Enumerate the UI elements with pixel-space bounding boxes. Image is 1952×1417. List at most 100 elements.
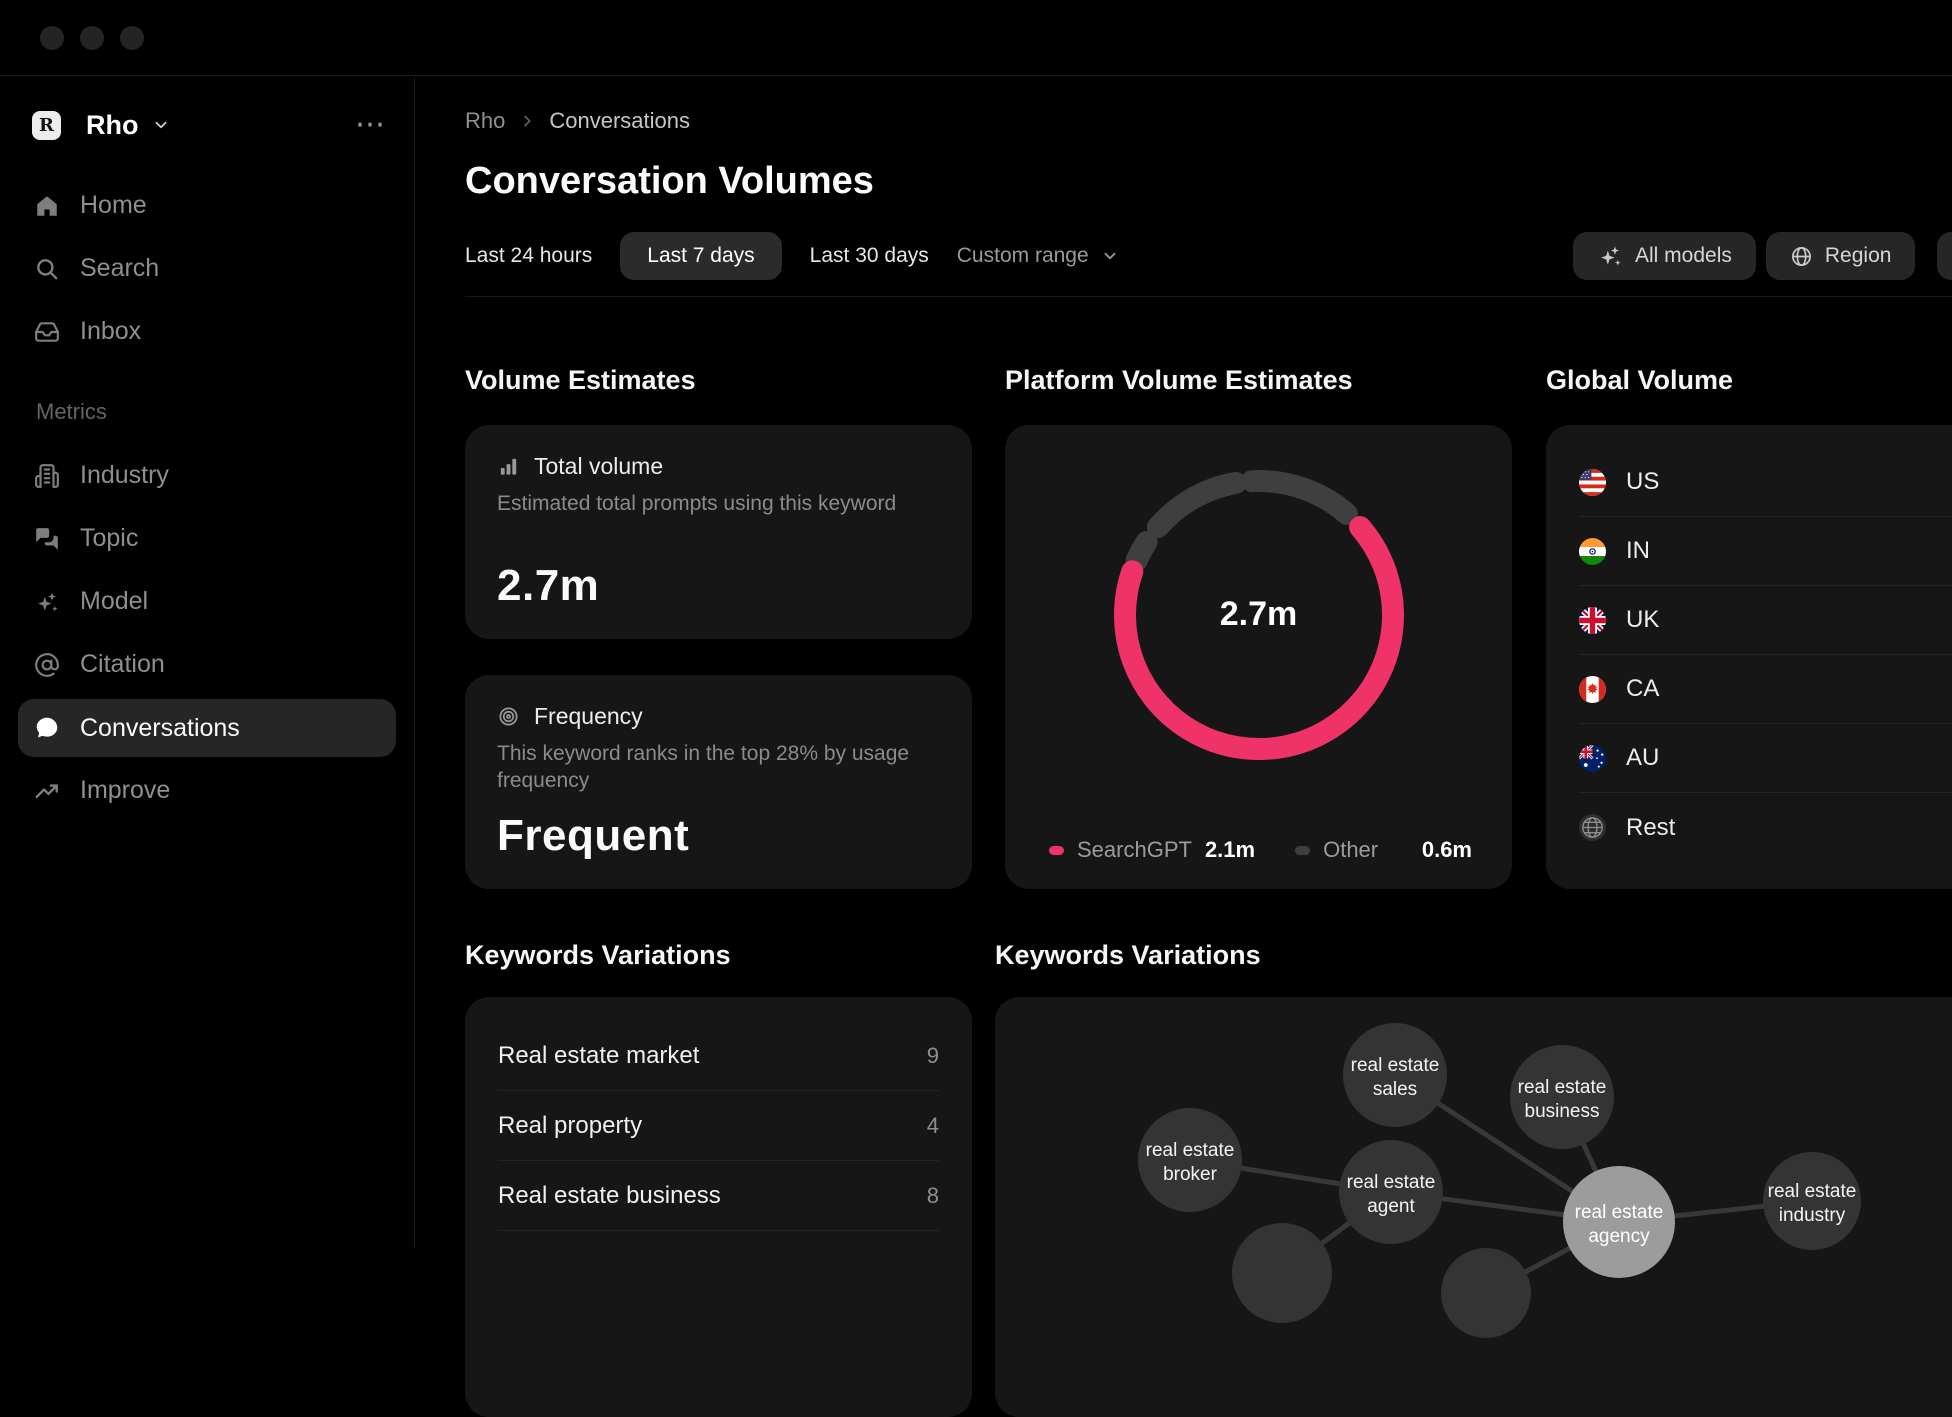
- country-code: CA: [1626, 675, 1660, 702]
- keyword-bubble-industry[interactable]: real estate industry: [1763, 1152, 1861, 1250]
- stat-label: Total volume: [534, 453, 664, 479]
- legend-swatch: [1049, 845, 1064, 855]
- keyword-bubble-business[interactable]: real estate business: [1510, 1045, 1614, 1149]
- sparkles-icon: [34, 589, 60, 615]
- home-icon: [34, 193, 60, 219]
- sidebar-more-icon[interactable]: ⋯: [355, 108, 386, 141]
- volume-estimates-heading: Volume Estimates: [465, 365, 696, 395]
- tab-last-7-days[interactable]: Last 7 days: [620, 232, 782, 280]
- time-range-tabs: Last 24 hours Last 7 days Last 30 days Cust…: [465, 232, 1119, 280]
- tab-last-24-hours[interactable]: Last 24 hours: [465, 244, 592, 268]
- tab-label: Last 30 days: [809, 244, 929, 267]
- country-code: Rest: [1626, 813, 1676, 841]
- stat-description: This keyword ranks in the top 28% by usa…: [497, 742, 910, 792]
- country-code: IN: [1626, 537, 1650, 564]
- sidebar-item-label: Topic: [80, 524, 139, 552]
- global-volume-heading: Global Volume: [1546, 365, 1734, 395]
- workspace-header[interactable]: R Rho ⋯: [32, 107, 386, 143]
- sidebar-item-label: Home: [80, 191, 147, 219]
- sidebar-item-improve[interactable]: Improve: [0, 759, 414, 822]
- keyword-count: 4: [926, 1112, 939, 1138]
- window-close-button[interactable]: [40, 25, 64, 50]
- tab-label: Custom range: [956, 244, 1089, 267]
- keyword-bubble-broker[interactable]: real estate broker: [1138, 1108, 1242, 1212]
- frequency-card: Frequency This keyword ranks in the top …: [465, 675, 972, 889]
- country-row-uk[interactable]: UK: [1579, 586, 1952, 655]
- region-button[interactable]: Region: [1765, 232, 1916, 280]
- bubble-label: real estate agency: [1575, 1202, 1664, 1247]
- country-row-ca[interactable]: CA: [1579, 655, 1952, 724]
- building-icon: [34, 463, 60, 489]
- donut-legend: SearchGPT 2.1m Other 0.6m: [1049, 837, 1472, 863]
- keyword-bubble-partial-2[interactable]: [1441, 1248, 1531, 1338]
- workspace-logo: R: [32, 110, 61, 140]
- window-zoom-button[interactable]: [120, 25, 144, 50]
- country-code: US: [1626, 468, 1660, 495]
- keywords-list-card: Real estate market 9 Real property 4 Real es…: [465, 997, 972, 1417]
- header-actions: All models Region: [1573, 232, 1916, 280]
- uk-flag-icon: [1579, 606, 1606, 634]
- donut-chart: [1114, 470, 1404, 761]
- workspace-name: Rho: [86, 109, 139, 140]
- sidebar-nav: Home Search Inbox Metrics Industry Topic Model…: [0, 174, 414, 822]
- tab-custom-range[interactable]: Custom range: [957, 244, 1119, 268]
- ca-flag-icon: [1579, 675, 1606, 703]
- keyword-row-real-estate-business[interactable]: Real estate business 8: [498, 1161, 939, 1231]
- breadcrumb-current[interactable]: Conversations: [549, 108, 690, 133]
- sidebar-item-label: Model: [80, 587, 149, 615]
- chevron-right-icon: [519, 113, 535, 129]
- chevron-down-icon: [1101, 247, 1119, 265]
- search-icon: [34, 256, 60, 282]
- sidebar-item-inbox[interactable]: Inbox: [0, 300, 414, 363]
- country-row-in[interactable]: IN: [1579, 517, 1952, 586]
- breadcrumb-root[interactable]: Rho: [465, 108, 506, 133]
- keyword-bubble-agency[interactable]: real estate agency: [1563, 1166, 1675, 1278]
- country-row-us[interactable]: US: [1579, 448, 1952, 517]
- keyword-label: Real estate business: [498, 1181, 721, 1209]
- at-sign-icon: [34, 652, 60, 678]
- country-row-rest[interactable]: Rest: [1579, 793, 1952, 862]
- keyword-count: 9: [926, 1042, 939, 1068]
- sidebar-item-conversations[interactable]: Conversations: [18, 699, 396, 757]
- trending-up-icon: [34, 778, 60, 804]
- sidebar-item-search[interactable]: Search: [0, 237, 414, 300]
- sidebar-item-label: Inbox: [80, 317, 142, 345]
- keyword-row-real-estate-market[interactable]: Real estate market 9: [498, 1021, 939, 1091]
- country-code: AU: [1626, 744, 1660, 771]
- keyword-bubble-agent[interactable]: real estate agent: [1339, 1140, 1443, 1244]
- sidebar-item-label: Search: [80, 254, 160, 282]
- keyword-bubble-partial-1[interactable]: [1232, 1223, 1332, 1323]
- sidebar-item-topic[interactable]: Topic: [0, 507, 414, 570]
- all-models-button[interactable]: All models: [1573, 232, 1756, 280]
- bar-chart-icon: [497, 455, 520, 478]
- chevron-down-icon: [152, 116, 170, 134]
- country-code: UK: [1626, 606, 1660, 633]
- sidebar-item-label: Citation: [80, 650, 165, 678]
- sparkles-icon: [1597, 243, 1623, 269]
- sidebar-item-home[interactable]: Home: [0, 174, 414, 237]
- legend-item-searchgpt: SearchGPT 2.1m: [1049, 837, 1255, 863]
- window-minimize-button[interactable]: [80, 25, 104, 50]
- bubble-label: real estate sales: [1351, 1055, 1440, 1100]
- keywords-graph-card: real estate sales real estate business real …: [995, 997, 1952, 1417]
- window-titlebar: [0, 0, 1952, 76]
- in-flag-icon: [1579, 537, 1606, 565]
- sidebar-item-model[interactable]: Model: [0, 570, 414, 633]
- sidebar-item-label: Conversations: [80, 713, 240, 742]
- bubble-network-chart: real estate sales real estate business real …: [1138, 1023, 1861, 1338]
- country-row-au[interactable]: AU: [1579, 724, 1952, 793]
- sidebar-item-industry[interactable]: Industry: [0, 444, 414, 507]
- global-volume-card: US IN UK CA AU Rest: [1546, 425, 1952, 889]
- frequency-value: Frequent: [497, 811, 690, 860]
- bubble-label: real estate industry: [1768, 1181, 1857, 1226]
- keyword-bubble-sales[interactable]: real estate sales: [1343, 1023, 1447, 1127]
- tab-last-30-days[interactable]: Last 30 days: [810, 244, 929, 268]
- bubble-label: real estate broker: [1146, 1140, 1235, 1185]
- truncated-button[interactable]: [1937, 232, 1952, 280]
- keyword-label: Real estate market: [498, 1041, 700, 1069]
- legend-swatch: [1295, 845, 1311, 855]
- chat-bubbles-icon: [34, 526, 60, 552]
- header-divider: [465, 296, 1952, 297]
- keyword-row-real-property[interactable]: Real property 4: [498, 1091, 939, 1161]
- sidebar-item-citation[interactable]: Citation: [0, 633, 414, 696]
